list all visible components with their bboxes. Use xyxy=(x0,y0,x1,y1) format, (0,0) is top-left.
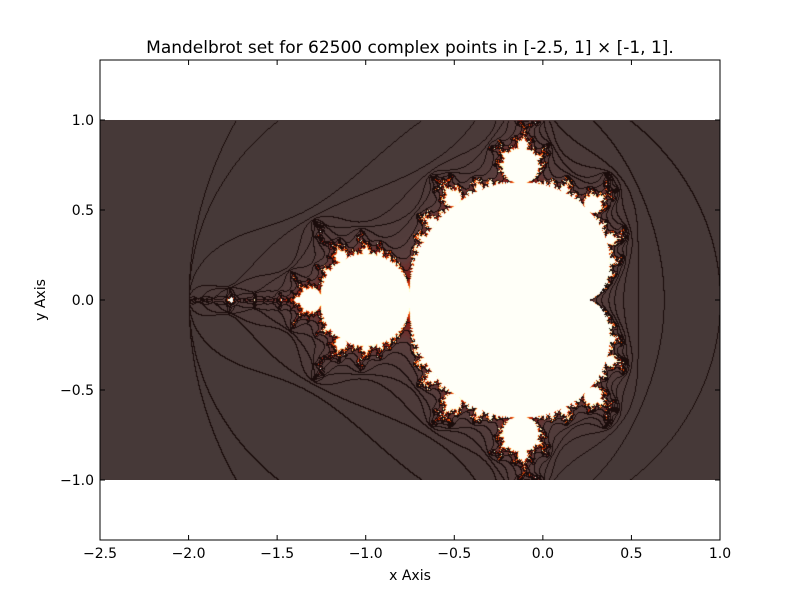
chart-title: Mandelbrot set for 62500 complex points … xyxy=(146,38,674,58)
y-axis-ticks: −1.0 −0.5 0.0 0.5 1.0 xyxy=(60,113,720,489)
x-tick-label: 1.0 xyxy=(709,546,731,562)
y-tick-label: −0.5 xyxy=(60,383,94,399)
x-tick-label: 0.0 xyxy=(532,546,554,562)
y-tick-label: 0.0 xyxy=(72,293,94,309)
x-tick-label: −2.5 xyxy=(83,546,117,562)
x-tick-label: −2.0 xyxy=(172,546,206,562)
x-tick-label: 0.5 xyxy=(620,546,642,562)
y-tick-label: 1.0 xyxy=(72,113,94,129)
x-axis-label: x Axis xyxy=(389,568,431,584)
y-axis-label: y Axis xyxy=(33,279,49,321)
x-axis-ticks: −2.5 −2.0 −1.5 −1.0 −0.5 0.0 0.5 1.0 xyxy=(83,60,731,562)
x-tick-label: −1.5 xyxy=(260,546,294,562)
y-tick-label: −1.0 xyxy=(60,473,94,489)
y-tick-label: 0.5 xyxy=(72,203,94,219)
mandelbrot-image xyxy=(100,119,720,480)
x-tick-label: −1.0 xyxy=(349,546,383,562)
mandelbrot-heatmap xyxy=(100,119,720,480)
x-tick-label: −0.5 xyxy=(437,546,471,562)
